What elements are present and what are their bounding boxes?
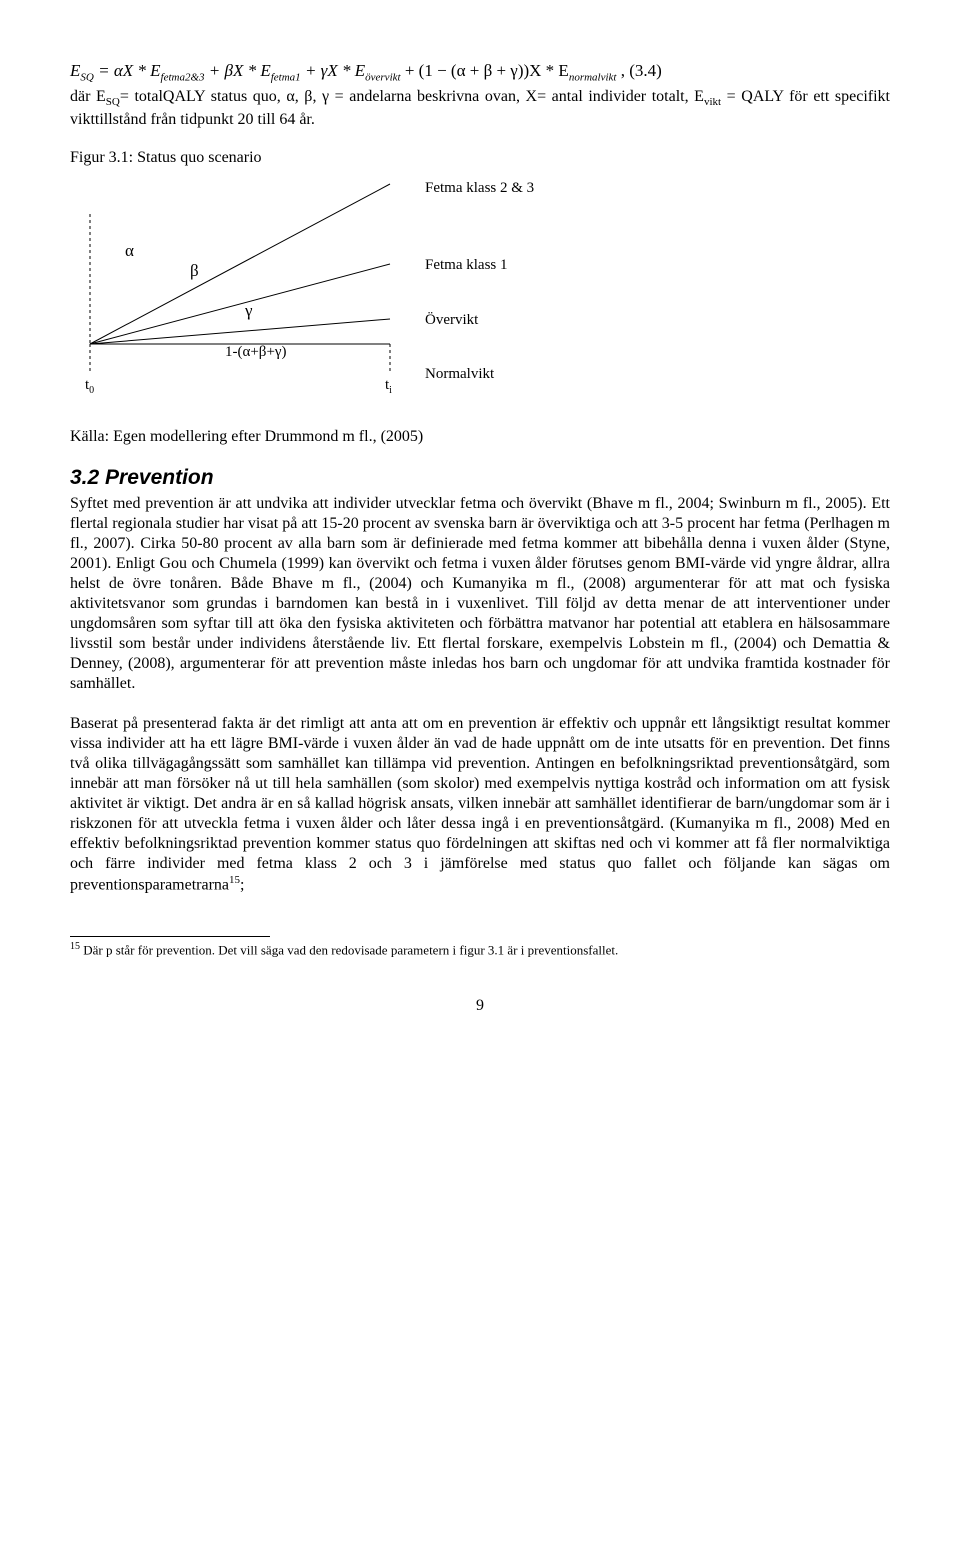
eq-sub2: fetma1 <box>271 71 301 83</box>
footnote-text: Där p står för prevention. Det vill säga… <box>80 942 618 957</box>
section-heading: 3.2 Prevention <box>70 465 890 491</box>
def-pre: där E <box>70 88 106 105</box>
svg-text:ti: ti <box>385 377 392 396</box>
svg-text:α: α <box>125 241 134 260</box>
footnote-mark-15: 15 <box>229 874 240 886</box>
svg-text:t0: t0 <box>85 377 94 396</box>
para2-pre: Baserat på presenterad fakta är det riml… <box>70 715 890 893</box>
status-quo-diagram: Fetma klass 2 & 3 Fetma klass 1 Övervikt No… <box>70 174 630 399</box>
svg-text:1-(α+β+γ): 1-(α+β+γ) <box>225 344 287 360</box>
eq-part3: + γX * E <box>301 61 365 80</box>
footnote-number: 15 <box>70 941 80 952</box>
equation-3-4: ESQ = αX * Efetma2&3 + βX * Efetma1 + γX… <box>70 60 890 85</box>
footnote-rule <box>70 936 270 937</box>
def-sub1: SQ <box>106 96 120 108</box>
svg-text:β: β <box>190 261 199 280</box>
paragraph-prevention-1: Syftet med prevention är att undvika att… <box>70 494 890 694</box>
footnote-15: 15 Där p står för prevention. Det vill s… <box>70 941 890 958</box>
para2-post: ; <box>240 877 244 894</box>
equation-definition: där ESQ= totalQALY status quo, α, β, γ =… <box>70 87 890 130</box>
svg-text:γ: γ <box>244 301 253 320</box>
page-number: 9 <box>70 996 890 1016</box>
eq-part4: + (1 − (α + β + γ))X * E <box>401 61 569 80</box>
paragraph-prevention-2: Baserat på presenterad fakta är det riml… <box>70 714 890 895</box>
def-sub2: vikt <box>704 96 721 108</box>
eq-part1: = αX * E <box>94 61 161 80</box>
svg-text:Fetma klass 2 & 3: Fetma klass 2 & 3 <box>425 180 534 196</box>
eq-sub4: normalvikt <box>569 71 617 83</box>
svg-text:Övervikt: Övervikt <box>425 311 479 328</box>
figure-caption: Figur 3.1: Status quo scenario <box>70 148 890 168</box>
eq-part2: + βX * E <box>205 61 271 80</box>
eq-lhs-sub: SQ <box>80 71 93 83</box>
figure-source: Källa: Egen modellering efter Drummond m… <box>70 427 890 447</box>
svg-text:Fetma klass 1: Fetma klass 1 <box>425 257 508 273</box>
svg-text:Normalvikt: Normalvikt <box>425 366 495 382</box>
eq-sub3: övervikt <box>365 71 400 83</box>
eq-lhs: E <box>70 61 80 80</box>
eq-number: , (3.4) <box>616 61 661 80</box>
def-mid1: = totalQALY status quo, α, β, γ = andela… <box>120 88 704 105</box>
eq-sub1: fetma2&3 <box>161 71 205 83</box>
